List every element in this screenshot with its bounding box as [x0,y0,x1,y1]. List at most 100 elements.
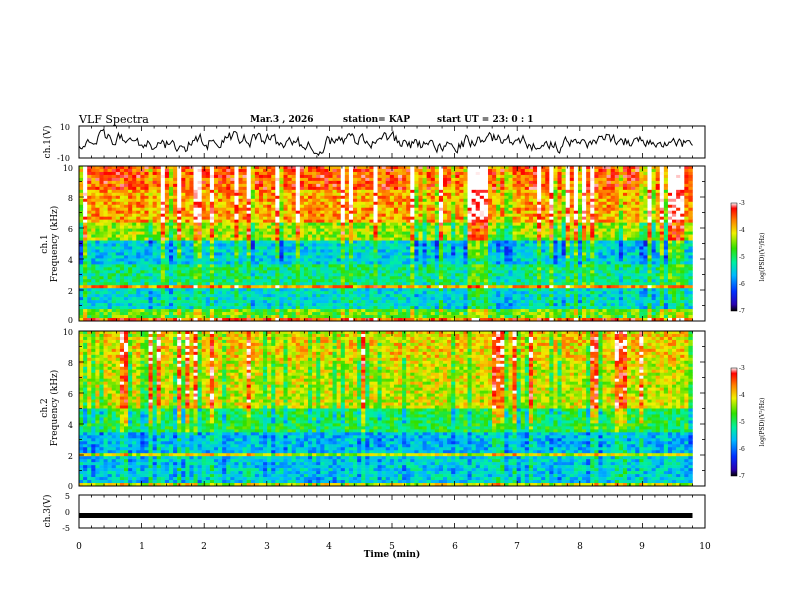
spectrogram-cell [353,195,358,200]
spectrogram-cell [377,177,382,182]
spectrogram-cell [328,201,333,206]
spectrogram-cell [381,231,387,235]
spectrogram-cell [168,207,174,212]
spectrogram-cell [218,207,223,212]
spectrogram-cell [438,207,444,212]
spectrogram-cell [283,207,288,212]
spectrogram-cell [185,180,190,185]
spectrogram-cell [111,216,117,220]
spectrogram-cell [197,198,202,203]
spectrogram-cell [164,207,170,212]
spectrogram-cell [336,237,342,241]
spectrogram-cell [234,246,239,250]
spectrogram-cell [324,258,329,262]
spectrogram-cell [659,195,665,200]
spectrogram-cell [455,237,460,241]
spectrogram-cell [553,240,558,244]
spectrogram-cell [312,240,317,244]
spectrogram-cell [586,243,591,247]
spectrogram-cell [140,192,145,197]
spectrogram-cell [582,216,587,220]
spectrogram-cell [279,261,284,265]
spectrogram-cell [406,213,411,217]
spectrogram-cell [148,240,153,244]
spectrogram-cell [643,204,648,209]
spectrogram-cell [115,240,121,244]
spectrogram-cell [267,222,272,226]
spectrogram-cell [553,174,558,179]
spectrogram-cell [312,201,317,206]
spectrogram-cell [303,180,309,185]
spectrogram-cell [344,171,350,176]
spectrogram-cell [622,231,628,235]
spectrogram-cell [267,168,272,173]
spectrogram-cell [541,168,546,173]
spectrogram-cell [393,166,399,170]
spectrogram-cell [295,249,301,253]
spectrogram-cell [152,240,158,244]
spectrogram-cell [651,237,656,241]
spectrogram-cell [430,166,436,170]
spectrogram-cell [680,174,685,179]
spectrogram-cell [475,252,481,256]
spectrogram-cell [451,180,456,185]
spectrogram-cell [152,216,158,220]
spectrogram-cell [295,222,301,226]
spectrogram-cell [95,225,100,229]
spectrogram-cell [218,189,223,194]
spectrogram-cell [242,246,247,250]
spectrogram-cell [672,168,677,173]
spectrogram-cell [107,225,113,229]
spectrogram-cell [238,204,243,209]
spectrogram-cell [103,189,108,194]
spectrogram-cell [222,210,227,214]
spectrogram-cell [582,183,587,188]
spectrogram-cell [631,240,636,244]
spectrogram-cell [688,258,693,262]
spectrogram-cell [639,222,644,226]
spectrogram-cell [263,234,268,238]
spectrogram-cell [156,198,162,203]
spectrogram-cell [287,204,292,209]
spectrogram-cell [402,201,407,206]
spectrogram-cell [569,195,575,200]
spectrogram-cell [537,168,542,173]
spectrogram-cell [528,234,534,238]
spectrogram-cell [303,210,309,214]
spectrogram-cell [238,261,243,265]
spectrogram-cell [528,192,534,197]
spectrogram-cell [602,243,607,247]
spectrogram-cell [500,234,505,238]
spectrogram-cell [99,207,104,212]
spectrogram-cell [107,174,113,179]
spectrogram-cell [672,234,677,238]
spectrogram-cell [512,166,517,170]
spectrogram-cell [614,204,620,209]
spectrogram-cell [471,225,477,229]
spectrogram-cell [504,180,509,185]
spectrogram-cell [336,252,342,256]
spectrogram-cell [193,204,198,209]
spectrogram-cell [353,198,358,203]
spectrogram-cell [651,219,656,223]
spectrogram-cell [418,183,423,188]
spectrogram-cell [332,237,337,241]
spectrogram-cell [230,171,235,176]
spectrogram-cell [213,195,219,200]
spectrogram-cell [283,177,288,182]
spectrogram-cell [213,261,219,265]
spectrogram-cell [508,222,513,226]
spectrogram-cell [156,255,162,259]
spectrogram-cell [627,207,632,212]
spectrogram-cell [524,252,530,256]
spectrogram-cell [263,192,268,197]
spectrogram-cell [303,174,309,179]
spectrogram-cell [271,166,276,170]
spectrogram-cell [336,225,342,229]
spectrogram-cell [487,243,493,247]
spectrogram-cell [467,201,472,206]
spectrogram-cell [156,195,162,200]
spectrogram-cell [672,195,677,200]
spectrogram-cell [471,186,477,191]
spectrogram-cell [332,177,337,182]
